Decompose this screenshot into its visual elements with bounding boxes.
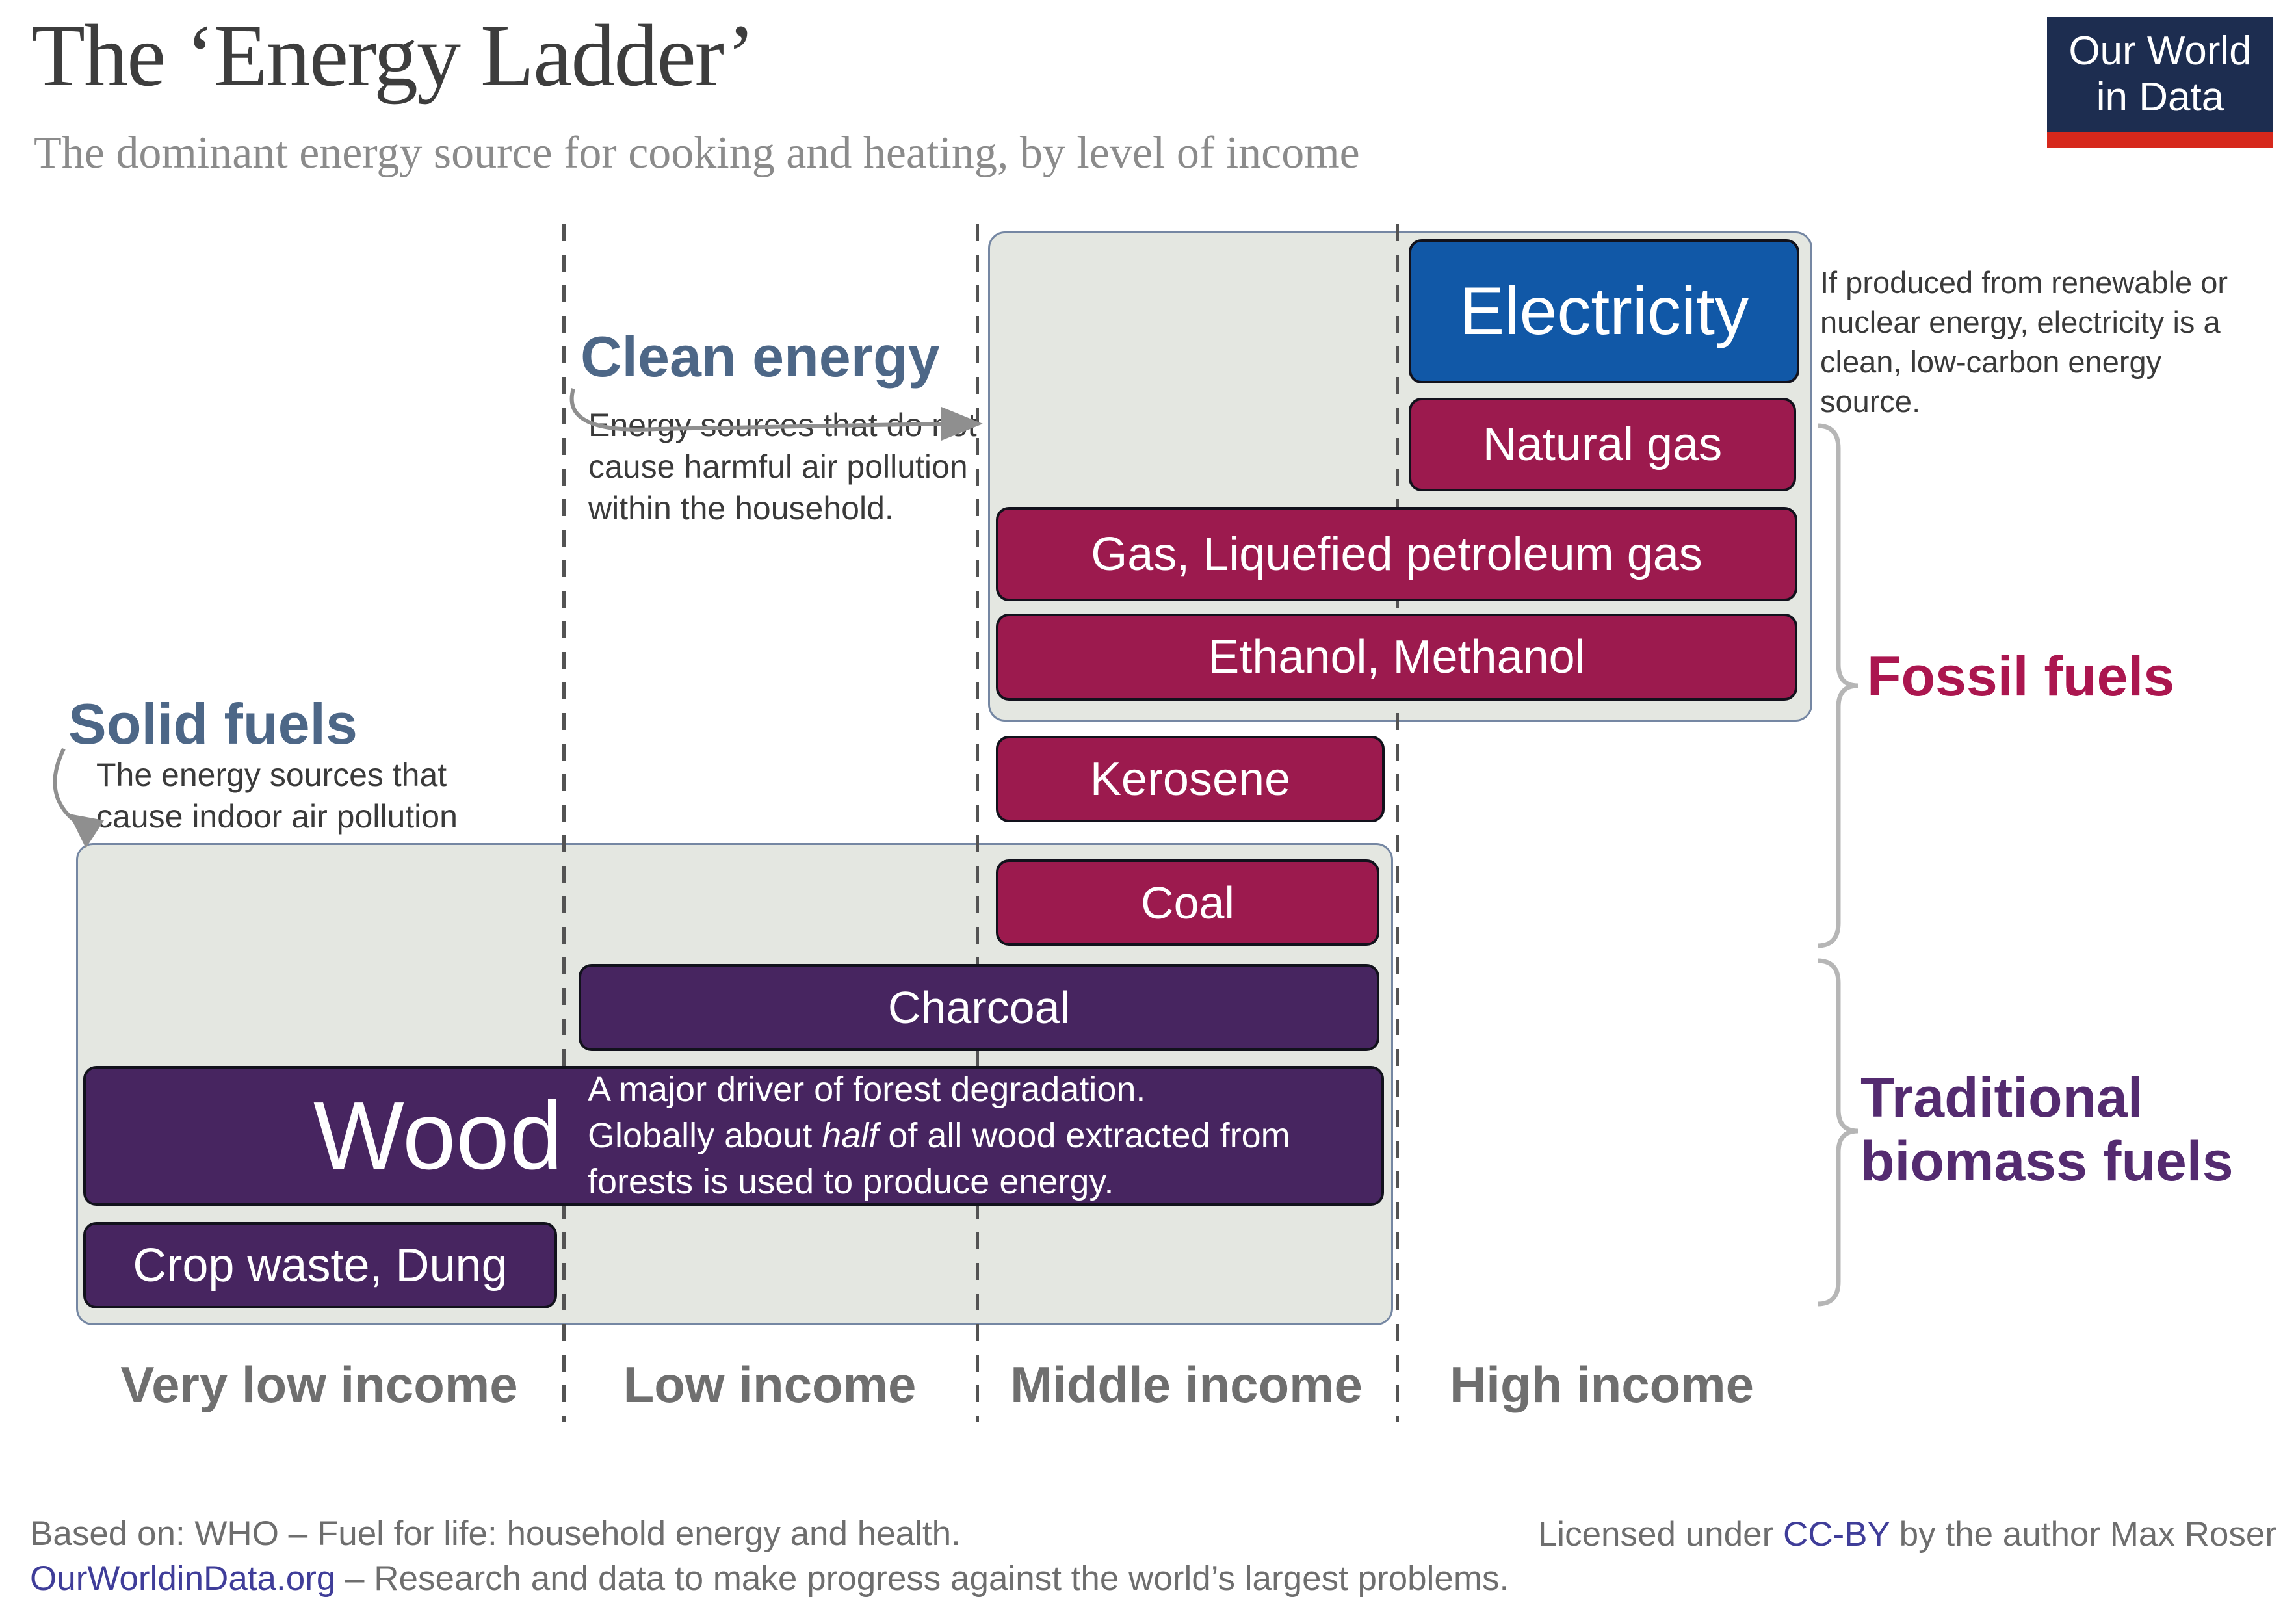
bar-gas-lpg-label: Gas, Liquefied petroleum gas bbox=[1091, 528, 1702, 580]
bar-charcoal-label: Charcoal bbox=[887, 982, 1071, 1033]
clean-energy-label: Clean energy bbox=[581, 324, 940, 389]
biomass-group-label: Traditional biomass fuels bbox=[1860, 1066, 2234, 1193]
wood-annotation-line2: Globally about half of all wood extracte… bbox=[588, 1113, 1361, 1206]
page-title: The ‘Energy Ladder’ bbox=[31, 7, 755, 105]
owid-logo-line2: in Data bbox=[2096, 74, 2224, 120]
axis-label-very-low-income: Very low income bbox=[120, 1356, 518, 1413]
footer-site-line: OurWorldinData.org – Research and data t… bbox=[30, 1557, 1509, 1599]
axis-label-high-income: High income bbox=[1449, 1356, 1755, 1413]
bar-electricity: Electricity bbox=[1409, 239, 1799, 384]
wood-annotation: A major driver of forest degradation. Gl… bbox=[588, 1067, 1361, 1206]
wood-annotation-pre: Globally about bbox=[588, 1115, 822, 1155]
owid-site-link[interactable]: OurWorldinData.org bbox=[30, 1559, 336, 1598]
biomass-label-line1: Traditional bbox=[1860, 1067, 2143, 1129]
license-pre: Licensed under bbox=[1537, 1515, 1783, 1554]
wood-annotation-line1: A major driver of forest degradation. bbox=[588, 1069, 1146, 1109]
page-subtitle: The dominant energy source for cooking a… bbox=[34, 128, 1360, 178]
license-post: by the author Max Roser bbox=[1889, 1515, 2276, 1554]
biomass-brace bbox=[1817, 958, 1859, 1306]
solid-fuels-label: Solid fuels bbox=[68, 692, 358, 756]
owid-logo-line1: Our World bbox=[2068, 29, 2252, 74]
income-separator-1 bbox=[562, 224, 566, 1422]
bar-crop-waste-dung-label: Crop waste, Dung bbox=[133, 1239, 508, 1292]
biomass-label-line2: biomass fuels bbox=[1860, 1130, 2234, 1193]
bar-natural-gas-label: Natural gas bbox=[1482, 419, 1723, 471]
axis-label-middle-income: Middle income bbox=[1010, 1356, 1363, 1413]
bar-ethanol-methanol: Ethanol, Methanol bbox=[996, 614, 1797, 701]
owid-logo: Our World in Data bbox=[2047, 17, 2273, 148]
bar-natural-gas: Natural gas bbox=[1409, 398, 1796, 491]
bar-kerosene-label: Kerosene bbox=[1089, 753, 1291, 805]
bar-crop-waste-dung: Crop waste, Dung bbox=[83, 1222, 557, 1308]
bar-charcoal: Charcoal bbox=[579, 964, 1379, 1051]
bar-kerosene: Kerosene bbox=[996, 736, 1385, 822]
bar-wood: Wood A major driver of forest degradatio… bbox=[83, 1066, 1384, 1206]
footer-tagline: – Research and data to make progress aga… bbox=[335, 1559, 1509, 1598]
bar-gas-lpg: Gas, Liquefied petroleum gas bbox=[996, 507, 1797, 601]
bar-ethanol-methanol-label: Ethanol, Methanol bbox=[1208, 631, 1585, 683]
fossil-fuels-group-label: Fossil fuels bbox=[1867, 645, 2175, 708]
electricity-note: If produced from renewable or nuclear en… bbox=[1820, 265, 2228, 419]
solid-fuels-description: The energy sources that cause indoor air… bbox=[96, 757, 458, 835]
income-separator-2 bbox=[976, 224, 979, 1422]
bar-wood-label: Wood bbox=[313, 1082, 563, 1190]
income-separator-3 bbox=[1396, 224, 1399, 1422]
cc-by-link[interactable]: CC-BY bbox=[1782, 1515, 1890, 1554]
bar-electricity-label: Electricity bbox=[1459, 273, 1749, 349]
footer-source: Based on: WHO – Fuel for life: household… bbox=[30, 1512, 1509, 1599]
solid-fuels-arrow bbox=[53, 748, 85, 829]
wood-annotation-post: of all wood extracted from forests is us… bbox=[588, 1115, 1290, 1202]
footer-license: Licensed under CC-BY by the author Max R… bbox=[1538, 1514, 2276, 1554]
footer-based-on: Based on: WHO – Fuel for life: household… bbox=[30, 1514, 961, 1553]
fossil-fuels-brace bbox=[1817, 423, 1859, 948]
clean-energy-description: Energy sources that do not cause harmful… bbox=[588, 407, 977, 526]
bar-coal-label: Coal bbox=[1141, 877, 1234, 928]
axis-label-low-income: Low income bbox=[623, 1356, 917, 1413]
wood-annotation-half: half bbox=[822, 1115, 879, 1155]
bar-coal: Coal bbox=[996, 859, 1379, 946]
